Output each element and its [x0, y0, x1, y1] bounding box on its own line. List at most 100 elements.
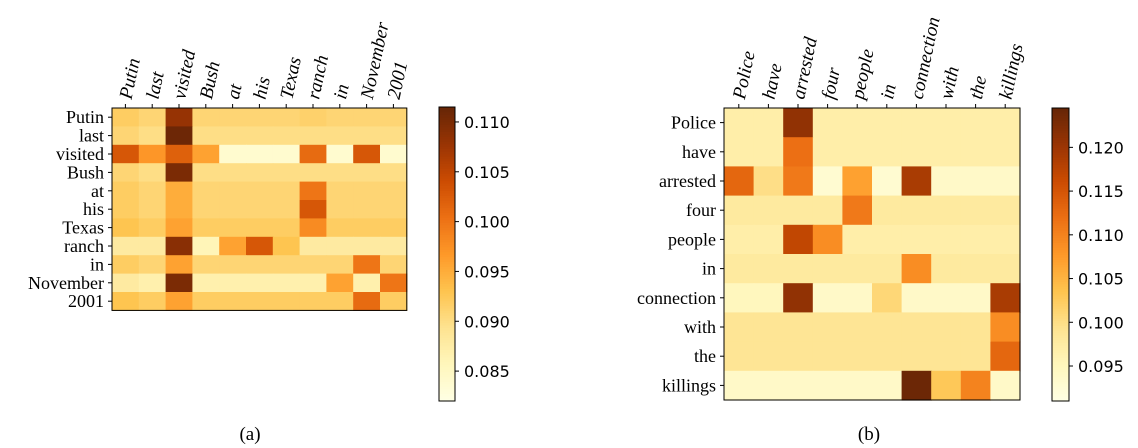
- heatmap-cell: [783, 312, 814, 343]
- heatmap-cell: [380, 218, 408, 238]
- colorbar-segment: [439, 175, 455, 179]
- y-tick-label: people: [668, 229, 716, 249]
- x-tick-label: ranch: [303, 53, 333, 101]
- colorbar-segment: [1052, 320, 1069, 324]
- heatmap-cell: [299, 126, 327, 146]
- colorbar-segment: [1052, 369, 1069, 373]
- colorbar-segment: [439, 163, 455, 167]
- colorbar-segment: [439, 205, 455, 209]
- colorbar-tick-label: 0.100: [464, 213, 510, 232]
- colorbar-segment: [439, 325, 455, 329]
- heatmap-cell: [931, 341, 962, 372]
- heatmap-cell: [192, 200, 220, 219]
- colorbar-segment: [1052, 383, 1069, 387]
- heatmap-cell: [812, 137, 843, 167]
- heatmap-cell: [783, 137, 814, 167]
- colorbar-segment: [439, 374, 455, 378]
- colorbar-segment: [439, 121, 455, 125]
- colorbar-segment: [439, 126, 455, 130]
- heatmap-cell: [192, 255, 220, 275]
- heatmap-cell: [931, 166, 962, 197]
- colorbar-segment: [439, 219, 455, 223]
- colorbar-segment: [1052, 191, 1069, 195]
- colorbar-segment: [439, 187, 455, 191]
- colorbar-segment: [439, 143, 455, 147]
- colorbar-segment: [1052, 371, 1069, 375]
- heatmap-cell: [812, 166, 843, 197]
- colorbar-segment: [1052, 227, 1069, 231]
- heatmap-cell: [753, 254, 784, 284]
- colorbar-segment: [439, 349, 455, 353]
- colorbar-segment: [439, 396, 455, 400]
- colorbar-segment: [439, 381, 455, 385]
- heatmap-cell: [812, 341, 843, 372]
- colorbar-segment: [439, 200, 455, 204]
- heatmap-cell: [192, 163, 220, 183]
- colorbar-segment: [439, 307, 455, 311]
- heatmap-cell: [272, 126, 301, 146]
- heatmap-cell: [990, 224, 1021, 255]
- colorbar-segment: [1052, 359, 1069, 363]
- colorbar-segment: [1052, 264, 1069, 268]
- heatmap-cell: [783, 254, 814, 284]
- colorbar-segment: [439, 276, 455, 280]
- colorbar-segment: [439, 146, 455, 150]
- colorbar-segment: [1052, 244, 1069, 248]
- colorbar-segment: [439, 393, 455, 397]
- colorbar-segment: [1052, 347, 1069, 351]
- colorbar-segment: [439, 263, 455, 267]
- colorbar-segment: [439, 111, 455, 115]
- heatmap-cell: [753, 370, 784, 401]
- heatmap-cell: [326, 144, 354, 164]
- colorbar-segment: [439, 192, 455, 196]
- heatmap-cell: [931, 195, 962, 226]
- colorbar-segment: [1052, 222, 1069, 226]
- colorbar-segment: [439, 129, 455, 133]
- colorbar-segment: [439, 190, 455, 194]
- x-tick-label: his: [250, 75, 275, 101]
- heatmap-cell: [783, 108, 814, 138]
- heatmap-cell: [931, 108, 962, 138]
- colorbar-segment: [1052, 256, 1069, 260]
- heatmap-cell: [380, 163, 408, 183]
- colorbar-segment: [439, 178, 455, 182]
- colorbar-segment: [439, 244, 455, 248]
- heatmap-cell: [724, 341, 755, 372]
- heatmap-cell: [931, 283, 962, 313]
- heatmap-cell: [112, 273, 140, 293]
- colorbar-segment: [439, 212, 455, 216]
- heatmap-cell: [353, 200, 381, 219]
- colorbar-tick-label: 0.100: [1078, 313, 1124, 332]
- colorbar-segment: [1052, 239, 1069, 243]
- colorbar-segment: [439, 268, 455, 272]
- heatmap-cell: [901, 312, 932, 343]
- y-tick-label: 2001: [68, 291, 104, 311]
- heatmap-cell: [192, 218, 220, 238]
- heatmap-cell: [112, 200, 140, 219]
- x-tick-label: last: [143, 69, 169, 101]
- heatmap-cell: [326, 255, 354, 275]
- heatmap-cell: [380, 181, 408, 201]
- heatmap-cell: [272, 292, 301, 311]
- colorbar-segment: [1052, 391, 1069, 395]
- heatmap-cell: [246, 292, 274, 311]
- colorbar-segment: [1052, 142, 1069, 146]
- heatmap-cell: [353, 273, 381, 293]
- heatmap-cell: [990, 166, 1021, 197]
- heatmap-cell: [353, 236, 381, 256]
- heatmap-cell: [326, 108, 354, 127]
- heatmap-cell: [138, 108, 167, 127]
- heatmap-cell: [990, 283, 1021, 313]
- heatmap-cell: [138, 200, 167, 219]
- heatmap-cell: [112, 218, 140, 238]
- colorbar-segment: [439, 376, 455, 380]
- colorbar-segment: [439, 371, 455, 375]
- heatmap-cell: [380, 126, 408, 146]
- colorbar-segment: [1052, 322, 1069, 326]
- heatmap-cell: [812, 108, 843, 138]
- colorbar-segment: [1052, 112, 1069, 116]
- colorbar-segment: [439, 273, 455, 277]
- colorbar-segment: [439, 378, 455, 382]
- colorbar-segment: [439, 239, 455, 243]
